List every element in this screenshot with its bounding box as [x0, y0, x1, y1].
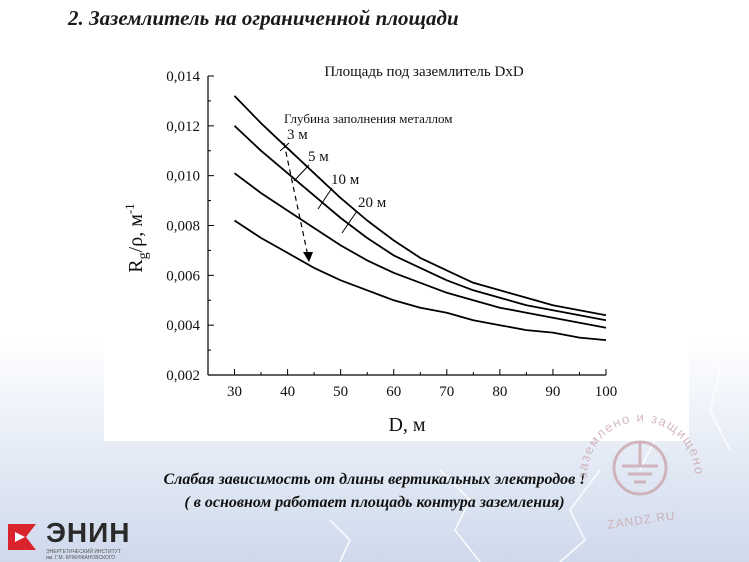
label-leader-2 [293, 164, 310, 182]
caption-line-1: Слабая зависимость от длины вертикальных… [163, 471, 586, 488]
x-tick-label: 30 [227, 384, 242, 400]
x-tick-label: 70 [439, 384, 454, 400]
axes: 30 40 50 60 70 80 90 100 0,002 0,004 0,006 0,008 0,0… [166, 69, 617, 400]
series-line-4 [234, 219, 607, 341]
y-axis-label-sup: -1 [122, 203, 137, 214]
series-label-3: 10 м [331, 172, 360, 188]
series-line-3 [233, 172, 607, 329]
annotation-title: Глубина заполнения металлом [284, 111, 452, 126]
y-tick-label: 0,010 [166, 169, 200, 185]
logo-subtitle-line-2: им. Г.М. КРЖИЖАНОВСКОГО [46, 555, 116, 561]
chart-panel: Площадь под заземлитель DxD 30 40 50 60 70 80… [104, 33, 689, 441]
x-tick-label: 50 [333, 384, 348, 400]
y-axis-label-rest: /ρ, м [125, 214, 147, 253]
y-axis-label: Rg/ρ, м-1 [122, 203, 151, 272]
x-axis-label: D, м [388, 414, 425, 436]
depth-arrow-head-icon [303, 252, 313, 262]
x-tick-label: 80 [492, 384, 507, 400]
slide-title: 2. Заземлитель на ограниченной площади [68, 6, 459, 30]
logo-subtitle: ЭНЕРГЕТИЧЕСКИЙ ИНСТИТУТ им. Г.М. КРЖИЖАН… [46, 549, 121, 561]
x-tick-label: 100 [595, 384, 618, 400]
series-label-4: 20 м [358, 195, 387, 211]
zandz-watermark: заземлено и защищено ZANDZ.RU [575, 410, 706, 532]
series-line-1 [233, 95, 607, 317]
y-tick-label: 0,004 [166, 318, 200, 334]
depth-arrow-line [283, 142, 310, 262]
line-chart: Площадь под заземлитель DxD 30 40 50 60 70 80… [122, 64, 617, 436]
series-line-2 [233, 125, 607, 322]
chart-title: Площадь под заземлитель DxD [324, 64, 524, 80]
series-lines [233, 95, 607, 341]
x-tick-label: 90 [545, 384, 560, 400]
y-tick-label: 0,008 [166, 219, 200, 235]
label-leader-4 [341, 210, 358, 234]
enin-logo: ЭНИН ЭНЕРГЕТИЧЕСКИЙ ИНСТИТУТ им. Г.М. КР… [6, 516, 156, 562]
logo-subtitle-line-1: ЭНЕРГЕТИЧЕСКИЙ ИНСТИТУТ [46, 549, 121, 555]
y-axis-label-main: R [125, 259, 147, 273]
logo-name: ЭНИН [46, 517, 131, 548]
x-tick-label: 40 [280, 384, 295, 400]
label-leader-3 [317, 187, 333, 210]
watermark-bottom-text: ZANDZ.RU [606, 508, 676, 531]
y-tick-label: 0,006 [166, 268, 200, 284]
svg-text:Rg/ρ, м-1: Rg/ρ, м-1 [122, 203, 151, 272]
series-label-1: 3 м [287, 127, 308, 143]
series-label-2: 5 м [308, 149, 329, 165]
x-tick-label: 60 [386, 384, 401, 400]
label-leader-1 [279, 142, 290, 152]
caption-line-2: ( в основном работает площадь контура за… [184, 494, 565, 511]
y-tick-label: 0,014 [166, 69, 200, 85]
y-tick-label: 0,012 [166, 119, 200, 135]
y-tick-label: 0,002 [166, 368, 200, 384]
enin-logo-mark-icon [8, 524, 36, 550]
y-axis-label-sub: g [136, 252, 151, 259]
